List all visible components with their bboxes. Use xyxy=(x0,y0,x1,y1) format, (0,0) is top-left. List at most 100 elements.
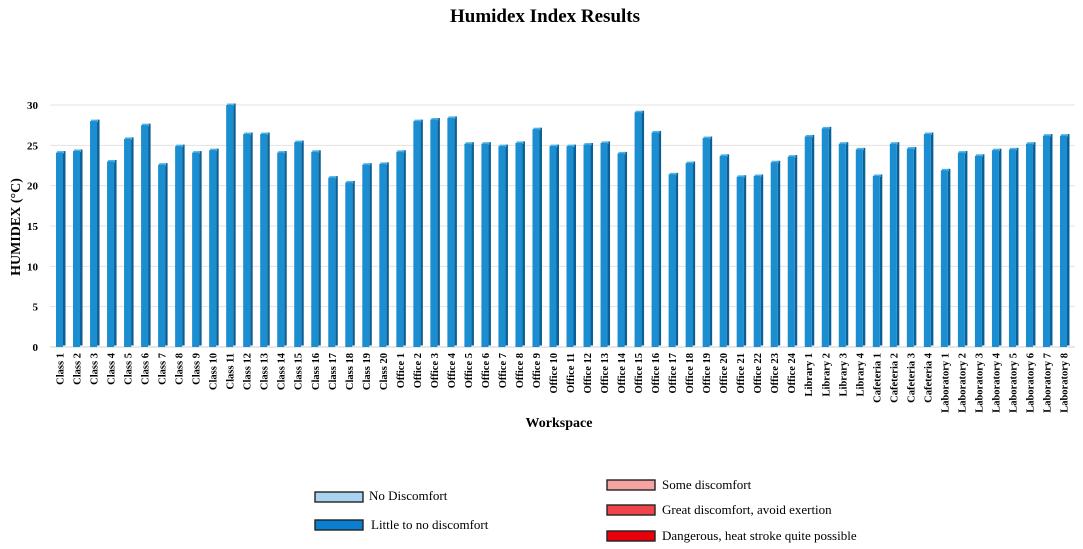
x-tick-label: Class 8 xyxy=(175,353,186,385)
bar xyxy=(736,175,747,347)
bar-face xyxy=(991,150,999,347)
legend-item: Dangerous, heat stroke quite possible xyxy=(606,528,857,543)
bar xyxy=(974,154,985,347)
bar xyxy=(855,147,866,347)
x-tick-label: Class 15 xyxy=(294,353,305,390)
bar-side xyxy=(199,151,202,346)
bar-side xyxy=(165,163,168,346)
bar-face xyxy=(345,182,353,347)
bar-side xyxy=(658,130,662,346)
bar xyxy=(243,132,253,347)
bar-face xyxy=(634,112,642,347)
y-axis-title: HUMIDEX (°C) xyxy=(9,178,24,276)
x-tick-label: Office 11 xyxy=(566,353,577,393)
x-tick-label: Office 13 xyxy=(600,353,611,394)
x-tick-label: Class 2 xyxy=(73,353,84,385)
bar-face xyxy=(566,146,574,347)
bar-side xyxy=(964,151,968,346)
bar-side xyxy=(1015,147,1019,346)
bar-side xyxy=(386,162,389,346)
bar xyxy=(634,110,645,347)
bar-face xyxy=(379,163,387,347)
bar xyxy=(906,147,917,347)
bar-top xyxy=(941,168,949,172)
y-axis-ticks: 0 5 10 15 20 25 30 xyxy=(27,100,39,354)
bar-face xyxy=(1025,143,1033,347)
bar-top xyxy=(822,126,830,130)
bar-top xyxy=(635,110,643,114)
bar-face xyxy=(940,170,948,347)
bar-top xyxy=(414,119,422,123)
bar-face xyxy=(736,176,744,347)
x-tick-label: Class 16 xyxy=(311,353,322,390)
bar-side xyxy=(862,147,866,346)
bar xyxy=(651,130,662,347)
bar-face xyxy=(804,136,812,347)
bar-side xyxy=(811,134,815,346)
bar-side xyxy=(1067,134,1070,346)
x-tick-label: Class 1 xyxy=(56,353,67,385)
bar xyxy=(56,151,66,347)
x-tick-label: Office 10 xyxy=(549,353,560,394)
bar-face xyxy=(90,121,98,347)
bar-face xyxy=(1008,149,1016,347)
bar-face xyxy=(192,152,200,347)
bar xyxy=(447,116,457,347)
x-tick-label: Class 17 xyxy=(328,353,339,390)
bar-side xyxy=(233,103,236,346)
bar xyxy=(821,126,832,347)
x-tick-label: Office 9 xyxy=(532,353,543,388)
bar-side xyxy=(573,144,577,346)
x-tick-label: Office 5 xyxy=(464,353,475,388)
bar xyxy=(804,134,815,347)
bar xyxy=(73,149,83,347)
bar-side xyxy=(352,180,355,346)
x-tick-label: Office 7 xyxy=(498,353,509,388)
bar xyxy=(1008,147,1019,347)
bar-side xyxy=(930,132,934,346)
bar-face xyxy=(56,152,63,347)
bar-face xyxy=(702,138,710,347)
bar-face xyxy=(515,142,523,347)
bar xyxy=(940,168,951,347)
y-tick-label: 5 xyxy=(33,302,39,314)
bar xyxy=(107,159,117,347)
x-tick-label: Class 12 xyxy=(243,353,254,390)
gridlines xyxy=(50,104,1075,348)
x-tick-label: Cafeteria 4 xyxy=(923,352,934,403)
bar-side xyxy=(148,123,151,346)
bar-face xyxy=(787,156,795,347)
bar-side xyxy=(97,119,100,346)
bar-top xyxy=(210,148,218,152)
bar-face xyxy=(243,134,251,347)
bar xyxy=(192,151,202,347)
bar xyxy=(787,155,798,347)
bar xyxy=(753,174,764,347)
bar xyxy=(345,180,355,347)
bar-face xyxy=(277,152,285,347)
bar-top xyxy=(567,144,575,148)
x-tick-label: Library 1 xyxy=(804,353,815,396)
legend-swatch xyxy=(314,491,364,503)
bar xyxy=(838,142,849,347)
bar-face xyxy=(549,146,557,347)
bar-face xyxy=(447,117,455,347)
bar-top xyxy=(91,119,99,123)
x-tick-label: Office 1 xyxy=(396,353,407,388)
bar-side xyxy=(505,144,508,346)
bar-face xyxy=(770,162,778,347)
bar-side xyxy=(998,148,1002,346)
bar-top xyxy=(1026,142,1034,145)
bar-side xyxy=(692,161,696,346)
bar xyxy=(226,103,236,347)
bar-side xyxy=(777,160,781,346)
x-tick-label: Office 18 xyxy=(685,353,696,394)
bar-face xyxy=(464,143,472,347)
x-tick-label: Office 15 xyxy=(634,353,645,394)
bar-top xyxy=(618,151,626,155)
bar xyxy=(668,172,679,347)
bar-top xyxy=(652,130,660,134)
bar-side xyxy=(896,142,900,346)
bar-side xyxy=(250,132,253,346)
y-tick-label: 10 xyxy=(27,261,39,273)
